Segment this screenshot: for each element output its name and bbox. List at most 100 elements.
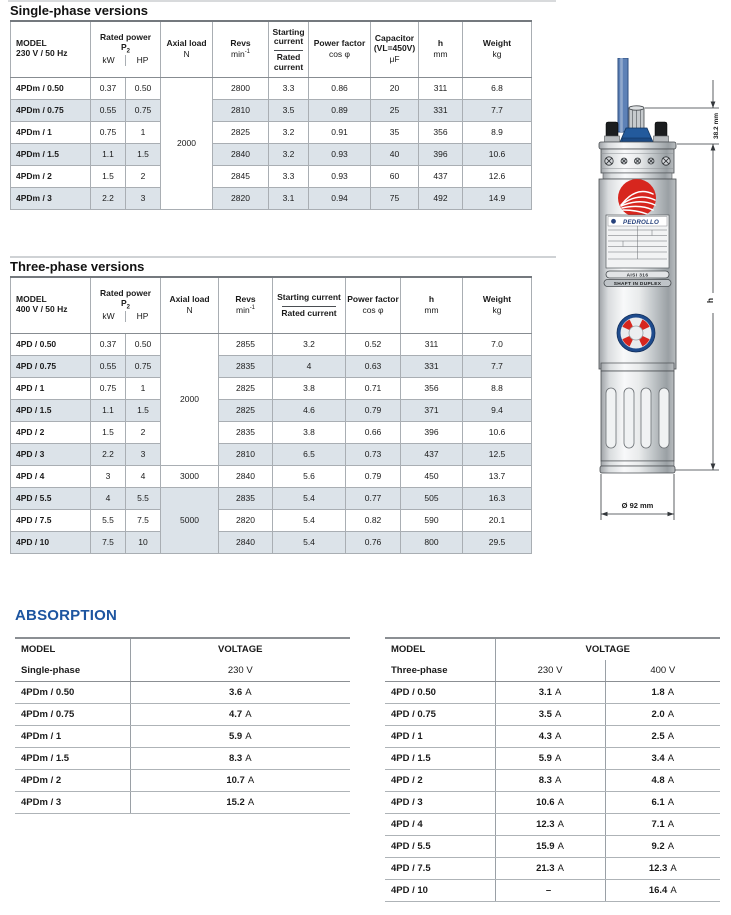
table-row: 4PD / 7.5 5.5 7.5 2820 5.4 0.82 590 20.1 [10,508,533,532]
cell: 3.2 [272,332,347,356]
cell: 2840 [218,464,274,488]
col-axial-load: Axial load N [160,276,220,334]
brand-label: PEDROLLO [623,219,659,226]
cell: 1.5 [124,398,162,422]
table-row: 4PDm / 0.75 0.55 0.75 2810 3.5 0.89 25 331 7.7 [10,98,533,122]
cell: 5.6 [272,464,347,488]
subheader-row: Three-phase 230 V 400 V [385,660,721,682]
model-cell: 4PDm / 0.50 [15,681,130,704]
voltage-value: 230 V [129,660,350,682]
table-row: 4PD / 2 8.3 A 4.8 A [385,769,721,792]
single-phase-title: Single-phase versions [10,3,148,18]
cell: 1.5 [124,142,162,166]
model-header: MODEL [16,38,47,49]
cell: 4.6 [272,398,347,422]
cell: 2840 [212,142,270,166]
pedrollo-logo-icon [618,179,656,217]
current-400v-cell: 9.2 A [604,835,721,858]
shaft-badge: SHAFT IN DUPLEX [603,279,672,287]
absorption-three-phase-table: MODEL VOLTAGE Three-phase 230 V 400 V 4P… [385,637,721,902]
phase-label: Three-phase [385,660,495,682]
cell: 4 [272,354,347,378]
cell: 3.1 [268,186,310,210]
axial-load-cell: 3000 [160,464,220,488]
cell: 14.9 [462,186,533,210]
cell: 5.4 [272,508,347,532]
current-cell: 4.7 A [129,703,350,726]
model-cell: 4PD / 4 [10,464,91,488]
cooling-slots [605,387,670,449]
cell: 0.75 [90,376,126,400]
cell: 311 [400,332,464,356]
voltage-400-label: 400 V [604,660,721,682]
current-230v-cell: 4.3 A [494,725,605,748]
axial-load-cell: 2000 [160,76,214,210]
cell: 2825 [212,120,270,144]
current-cell: 8.3 A [129,747,350,770]
cell: 35 [370,120,420,144]
cell: 4 [124,464,162,488]
model-cell: 4PD / 7.5 [10,508,91,532]
cell: 0.55 [90,354,126,378]
cell: 2825 [218,398,274,422]
table-row: 4PD / 10 – 16.4 A [385,879,721,902]
table-row: 4PD / 1.5 1.1 1.5 2825 4.6 0.79 371 9.4 [10,398,533,422]
cell: 0.82 [345,508,402,532]
cell: 10 [124,530,162,554]
table-row: 4PDm / 2 1.5 2 2845 3.3 0.93 60 437 12.6 [10,164,533,188]
cell: 356 [400,376,464,400]
voltage-frequency-label: 400 V / 50 Hz [16,304,68,315]
model-cell: 4PD / 10 [10,530,91,554]
model-cell: 4PDm / 2 [15,769,130,792]
table-row: 4PDm / 0.50 3.6 A [15,681,350,704]
current-cell: 5.9 A [129,725,350,748]
current-400v-cell: 1.8 A [604,681,721,704]
current-230v-cell: 5.9 A [494,747,605,770]
cell: 6.8 [462,76,533,100]
svg-text:SHAFT IN DUPLEX: SHAFT IN DUPLEX [614,281,662,287]
cell: 1 [124,120,162,144]
col-rated-power: Rated power P2 kW HP [89,276,162,334]
cell: 29.5 [462,530,533,554]
voltage-230-label: 230 V [494,660,605,682]
model-cell: 4PD / 3 [10,442,91,466]
cell: 2810 [212,98,270,122]
cell: 3.5 [268,98,310,122]
subheader-row: Single-phase 230 V [15,660,350,682]
cell: 492 [418,186,464,210]
current-230v-cell: 12.3 A [494,813,605,836]
table-row: 4PD / 1.5 5.9 A 3.4 A [385,747,721,770]
cell: 20 [370,76,420,100]
cell: 3.3 [268,76,310,100]
cell: 0.77 [345,486,402,510]
dimension-diameter-label: Ø 92 mm [622,501,654,510]
motor-shaft [628,105,645,131]
cell: 2820 [212,186,270,210]
power-cable-icon [617,58,629,133]
table-row: 4PDm / 1 5.9 A [15,725,350,748]
table-row: 4PD / 4 3 4 3000 2840 5.6 0.79 450 13.7 [10,464,533,488]
model-cell: 4PD / 1 [10,376,91,400]
section-divider [10,256,556,258]
model-cell: 4PDm / 1 [15,725,130,748]
cell: 396 [400,420,464,444]
phase-label: Single-phase [15,660,130,682]
model-cell: 4PDm / 3 [15,791,130,814]
cell: 0.55 [90,98,126,122]
cell: 2 [124,164,162,188]
table-row: 4PD / 5.5 4 5.5 5000 2835 5.4 0.77 505 16.3 [10,486,533,554]
cell: 20.1 [462,508,533,532]
cell: 0.73 [345,442,402,466]
col-weight: Weight kg [462,20,533,78]
col-model: MODEL 400 V / 50 Hz [10,276,91,334]
cell: 12.5 [462,442,533,466]
model-cell: 4PDm / 3 [10,186,91,210]
table-row: 4PD / 1 4.3 A 2.5 A [385,725,721,748]
motor-drawing: PEDROLLO AISI 316 SHAFT IN DUPLEX [598,58,720,520]
ratio-divider [281,305,337,307]
table-row: 4PD / 0.75 3.5 A 2.0 A [385,703,721,726]
current-400v-cell: 6.1 A [604,791,721,814]
model-cell: 4PDm / 0.50 [10,76,91,100]
cell: 437 [400,442,464,466]
cell: 2835 [218,486,274,510]
